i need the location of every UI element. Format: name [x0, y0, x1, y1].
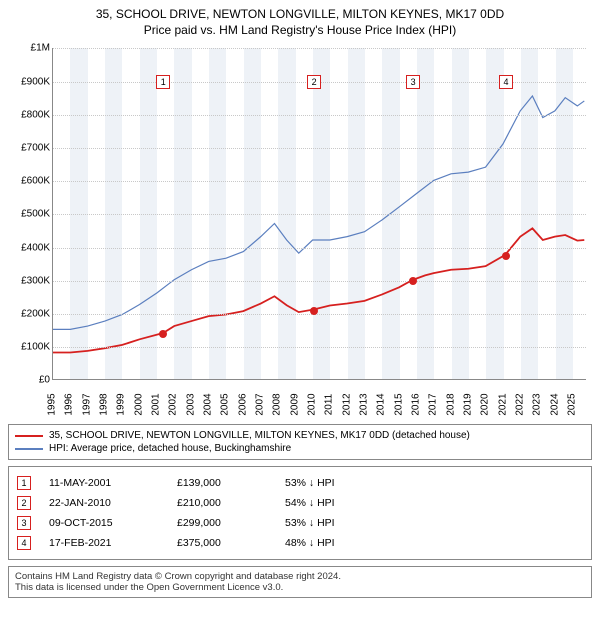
chart-marker: 1	[156, 75, 170, 89]
footer-line-2: This data is licensed under the Open Gov…	[15, 582, 585, 593]
transaction-price: £210,000	[177, 497, 267, 509]
transaction-hpi: 53% ↓ HPI	[285, 477, 583, 489]
x-axis-label: 2013	[359, 390, 370, 420]
y-axis-label: £300K	[10, 275, 50, 286]
y-axis-label: £200K	[10, 308, 50, 319]
gridline	[53, 347, 586, 348]
legend-row: 35, SCHOOL DRIVE, NEWTON LONGVILLE, MILT…	[15, 429, 585, 442]
x-axis-label: 2000	[133, 390, 144, 420]
y-axis-label: £600K	[10, 176, 50, 187]
x-axis-label: 2016	[411, 390, 422, 420]
transaction-price: £375,000	[177, 537, 267, 549]
series-hpi	[53, 96, 584, 329]
x-axis-label: 1995	[47, 390, 58, 420]
x-axis-label: 2001	[151, 390, 162, 420]
gridline	[53, 314, 586, 315]
x-axis-label: 1996	[64, 390, 75, 420]
x-axis-label: 2007	[255, 390, 266, 420]
x-axis-label: 2009	[289, 390, 300, 420]
transaction-price: £139,000	[177, 477, 267, 489]
legend: 35, SCHOOL DRIVE, NEWTON LONGVILLE, MILT…	[8, 424, 592, 460]
footer-line-1: Contains HM Land Registry data © Crown c…	[15, 571, 585, 582]
title-address: 35, SCHOOL DRIVE, NEWTON LONGVILLE, MILT…	[8, 6, 592, 22]
y-axis-label: £0	[10, 375, 50, 386]
legend-swatch	[15, 448, 43, 450]
transaction-point	[502, 252, 510, 260]
chart-marker: 3	[406, 75, 420, 89]
gridline	[53, 181, 586, 182]
footer: Contains HM Land Registry data © Crown c…	[8, 566, 592, 598]
transaction-date: 09-OCT-2015	[49, 517, 159, 529]
x-axis-label: 2004	[203, 390, 214, 420]
y-axis-label: £500K	[10, 209, 50, 220]
x-axis-label: 2022	[515, 390, 526, 420]
transaction-row: 1 11-MAY-2001 £139,000 53% ↓ HPI	[17, 473, 583, 493]
y-axis-label: £800K	[10, 109, 50, 120]
x-axis-label: 2010	[307, 390, 318, 420]
y-axis-label: £1M	[10, 43, 50, 54]
chart-marker: 2	[307, 75, 321, 89]
gridline	[53, 248, 586, 249]
transactions-table: 1 11-MAY-2001 £139,000 53% ↓ HPI 2 22-JAN-201…	[8, 466, 592, 560]
x-axis-label: 2024	[549, 390, 560, 420]
transaction-row: 2 22-JAN-2010 £210,000 54% ↓ HPI	[17, 493, 583, 513]
gridline	[53, 115, 586, 116]
chart-marker: 4	[499, 75, 513, 89]
x-axis-label: 2018	[445, 390, 456, 420]
x-axis-label: 2008	[272, 390, 283, 420]
y-axis-label: £700K	[10, 142, 50, 153]
x-axis-label: 2006	[237, 390, 248, 420]
transaction-row: 4 17-FEB-2021 £375,000 48% ↓ HPI	[17, 533, 583, 553]
title-subtitle: Price paid vs. HM Land Registry's House …	[8, 22, 592, 38]
x-axis-label: 2012	[341, 390, 352, 420]
transaction-marker: 3	[17, 516, 31, 530]
x-axis-label: 1999	[116, 390, 127, 420]
y-axis-label: £100K	[10, 342, 50, 353]
transaction-point	[409, 277, 417, 285]
transaction-marker: 1	[17, 476, 31, 490]
transaction-date: 22-JAN-2010	[49, 497, 159, 509]
x-axis-label: 2011	[324, 390, 335, 420]
gridline	[53, 148, 586, 149]
x-axis-label: 2005	[220, 390, 231, 420]
x-axis-label: 2003	[185, 390, 196, 420]
transaction-date: 17-FEB-2021	[49, 537, 159, 549]
y-axis-label: £400K	[10, 242, 50, 253]
chart-container: 35, SCHOOL DRIVE, NEWTON LONGVILLE, MILT…	[0, 0, 600, 604]
transaction-point	[159, 330, 167, 338]
x-axis-label: 2021	[497, 390, 508, 420]
x-axis-label: 1998	[99, 390, 110, 420]
transaction-marker: 2	[17, 496, 31, 510]
x-axis-label: 2014	[376, 390, 387, 420]
transaction-hpi: 48% ↓ HPI	[285, 537, 583, 549]
transaction-point	[310, 307, 318, 315]
x-axis-label: 2017	[428, 390, 439, 420]
x-axis-label: 2023	[532, 390, 543, 420]
plot-area: 1 2 3 4	[52, 48, 586, 380]
x-axis-label: 2020	[480, 390, 491, 420]
legend-row: HPI: Average price, detached house, Buck…	[15, 442, 585, 455]
legend-label: HPI: Average price, detached house, Buck…	[49, 443, 291, 454]
gridline	[53, 214, 586, 215]
x-axis-label: 2019	[463, 390, 474, 420]
x-axis-label: 1997	[81, 390, 92, 420]
x-axis-label: 2025	[567, 390, 578, 420]
y-axis-label: £900K	[10, 76, 50, 87]
gridline	[53, 48, 586, 49]
transaction-hpi: 54% ↓ HPI	[285, 497, 583, 509]
legend-label: 35, SCHOOL DRIVE, NEWTON LONGVILLE, MILT…	[49, 430, 470, 441]
x-axis-label: 2015	[393, 390, 404, 420]
transaction-marker: 4	[17, 536, 31, 550]
gridline	[53, 281, 586, 282]
legend-swatch	[15, 435, 43, 437]
transaction-price: £299,000	[177, 517, 267, 529]
x-axis-label: 2002	[168, 390, 179, 420]
title-block: 35, SCHOOL DRIVE, NEWTON LONGVILLE, MILT…	[8, 6, 592, 38]
transaction-date: 11-MAY-2001	[49, 477, 159, 489]
chart-area: 1 2 3 4 £0 £100K £200K £300K £400K £500K £600K £70…	[8, 42, 592, 418]
transaction-hpi: 53% ↓ HPI	[285, 517, 583, 529]
transaction-row: 3 09-OCT-2015 £299,000 53% ↓ HPI	[17, 513, 583, 533]
